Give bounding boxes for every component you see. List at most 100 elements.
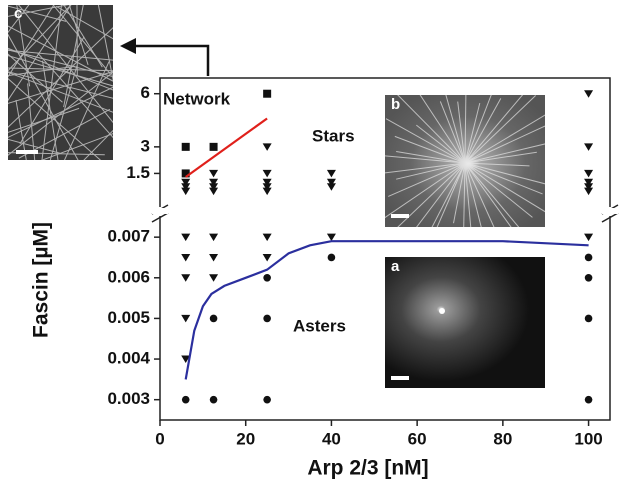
triangle-point xyxy=(326,233,336,242)
fiber xyxy=(68,5,89,66)
y-axis-label: Fascin [µM] xyxy=(30,222,53,338)
annotation: Asters xyxy=(293,316,346,335)
fiber xyxy=(8,25,113,82)
ray xyxy=(394,135,466,164)
ray xyxy=(431,162,466,227)
ray xyxy=(464,162,495,227)
fiber xyxy=(8,5,70,17)
ray xyxy=(464,95,524,164)
ray xyxy=(436,162,466,227)
ray xyxy=(464,151,537,164)
ray xyxy=(397,95,466,164)
x-tick-label: 80 xyxy=(493,429,512,448)
ray xyxy=(385,118,466,164)
triangle-point xyxy=(181,274,191,282)
x-tick-label: 0 xyxy=(155,429,164,448)
triangle-point xyxy=(209,178,219,187)
triangle-point xyxy=(181,178,191,187)
ray xyxy=(416,124,466,164)
ray xyxy=(439,101,466,164)
fit-line xyxy=(184,240,589,380)
fiber xyxy=(37,52,113,139)
triangle-point xyxy=(326,169,336,178)
triangle-point xyxy=(584,178,594,187)
fiber xyxy=(15,99,27,160)
triangle-point xyxy=(262,253,272,262)
circle-point xyxy=(584,395,593,404)
ray xyxy=(464,162,545,213)
triangle-point xyxy=(584,233,594,242)
x-tick-label: 40 xyxy=(322,429,341,448)
ray xyxy=(396,162,466,180)
fiber xyxy=(8,5,55,78)
ray xyxy=(464,162,530,167)
triangle-point xyxy=(209,233,219,242)
ray xyxy=(385,162,466,174)
square-point xyxy=(181,142,190,151)
triangle-point xyxy=(181,355,191,364)
triangle-point xyxy=(584,187,594,196)
ray xyxy=(464,162,472,227)
fiber xyxy=(8,27,113,128)
circle-point xyxy=(209,395,218,404)
ray xyxy=(464,162,512,227)
circle-point xyxy=(327,253,336,262)
inset-label: b xyxy=(391,96,400,113)
y-tick-label: 1.5 xyxy=(126,163,150,182)
fiber xyxy=(8,5,67,22)
triangle-point xyxy=(326,178,336,187)
triangle-point xyxy=(181,253,191,262)
circle-point xyxy=(584,273,593,282)
x-tick-label: 20 xyxy=(236,429,255,448)
inset-b: b xyxy=(385,95,545,227)
square-point xyxy=(209,142,218,151)
fiber xyxy=(83,129,113,160)
inset-label: a xyxy=(391,258,400,275)
ray xyxy=(397,162,466,227)
ray xyxy=(385,162,466,219)
fiber xyxy=(97,5,113,82)
fiber xyxy=(8,33,79,160)
fiber xyxy=(8,53,63,103)
fiber xyxy=(8,49,113,61)
ray xyxy=(464,125,545,164)
fiber xyxy=(8,49,113,78)
ray xyxy=(464,162,482,227)
ray xyxy=(464,95,492,164)
triangle-point xyxy=(584,90,594,98)
arrow-head xyxy=(120,38,136,54)
triangle-point xyxy=(262,233,272,242)
fiber xyxy=(52,5,111,75)
annotation: Network xyxy=(163,89,231,108)
y-tick-label: 3 xyxy=(141,136,150,155)
ray xyxy=(385,155,466,164)
circle-point xyxy=(263,395,271,404)
fiber xyxy=(8,47,113,91)
triangle-point xyxy=(262,183,272,191)
triangle-point xyxy=(262,187,272,196)
ray xyxy=(464,95,536,164)
ray xyxy=(396,151,466,164)
ray xyxy=(419,95,466,164)
x-tick-label: 60 xyxy=(408,429,427,448)
ray xyxy=(453,162,466,224)
ray xyxy=(464,162,520,227)
fiber xyxy=(55,5,113,40)
fiber xyxy=(49,65,78,160)
ray xyxy=(464,98,502,164)
triangle-point xyxy=(584,169,594,178)
fiber xyxy=(41,133,113,160)
fiber xyxy=(8,67,113,72)
y-tick-label: 6 xyxy=(141,83,150,102)
fiber xyxy=(8,5,72,102)
square-point xyxy=(263,89,272,98)
triangle-point xyxy=(209,253,219,262)
x-tick-label: 100 xyxy=(574,429,602,448)
fiber xyxy=(8,86,113,138)
ray xyxy=(457,101,466,164)
ray xyxy=(464,95,467,164)
triangle-point xyxy=(209,169,219,178)
triangle-point xyxy=(209,187,219,196)
fit-line xyxy=(185,117,268,178)
fiber xyxy=(63,5,103,68)
